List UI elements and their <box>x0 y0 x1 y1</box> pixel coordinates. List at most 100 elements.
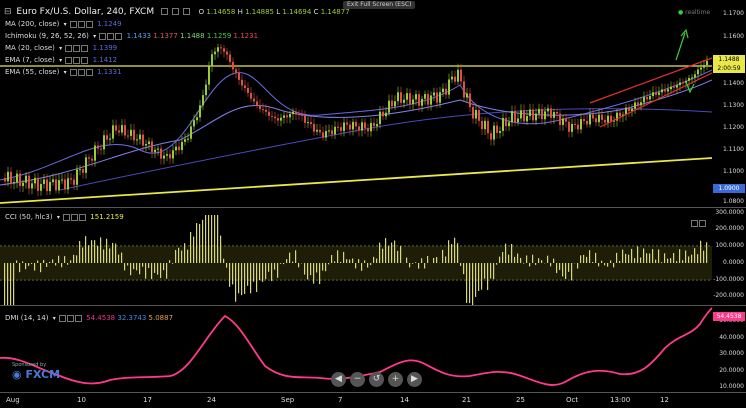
price-tick: 1.1300 <box>723 102 744 109</box>
indicator-hide-button[interactable] <box>66 314 74 322</box>
reset-chart-button[interactable]: ↺ <box>369 372 384 387</box>
cci-bar <box>619 261 621 263</box>
zoom-in-button[interactable]: + <box>388 372 403 387</box>
candle-body <box>178 146 180 151</box>
candle-body <box>451 76 453 80</box>
cci-bar <box>340 262 342 263</box>
dropdown-arrow-icon[interactable]: ▾ <box>63 21 67 28</box>
candle-body <box>73 179 75 185</box>
nav-next-button[interactable]: ▶ <box>407 372 422 387</box>
candle-body <box>211 54 213 67</box>
time-axis[interactable]: Aug 10 17 24 Sep 7 14 21 25 Oct 13:00 12 <box>0 393 712 408</box>
indicator-close-button[interactable] <box>79 213 87 221</box>
cci-bar <box>586 256 588 263</box>
dropdown-arrow-icon[interactable]: ▾ <box>52 315 56 322</box>
indicator-hide-button[interactable] <box>107 32 115 40</box>
candle-body <box>535 113 537 121</box>
nav-prev-button[interactable]: ◀ <box>331 372 346 387</box>
dmi-chart[interactable] <box>0 306 712 392</box>
price-panel[interactable]: ⊟ Euro Fx/U.S. Dollar, 240, FXCM O 1.146… <box>0 0 712 207</box>
candle-body <box>25 175 27 183</box>
candle-body <box>667 89 669 92</box>
indicator-hide-button[interactable] <box>77 68 85 76</box>
candle-body <box>262 109 264 111</box>
indicator-close-button[interactable] <box>81 56 89 64</box>
price-axis[interactable]: 1.1700 1.1600 1.1400 1.1300 1.1200 1.110… <box>712 0 746 207</box>
dmi-panel[interactable]: DMI (14, 14) ▾ 54.4538 32.3743 5.0887 Sp… <box>0 306 712 392</box>
candle-body <box>625 107 627 115</box>
indicator-close-button[interactable] <box>81 44 89 52</box>
candle-body <box>496 125 498 133</box>
indicator-hide-button[interactable] <box>71 213 79 221</box>
cci-tick: 100.0000 <box>715 242 744 249</box>
cci-axis[interactable]: 300.0000 200.0000 100.0000 0.0000 -100.0… <box>712 208 746 305</box>
candle-body <box>520 110 522 119</box>
title-hide-button[interactable] <box>171 8 179 15</box>
dmi-legend[interactable]: DMI (14, 14) ▾ 54.4538 32.3743 5.0887 <box>5 314 173 322</box>
dropdown-arrow-icon[interactable]: ▾ <box>59 45 63 52</box>
candle-body <box>706 60 708 65</box>
cci-bar <box>286 259 288 263</box>
support-trendline <box>0 157 712 204</box>
indicator-row-ema7[interactable]: EMA (7, close) ▾ 1.1412 <box>5 56 117 64</box>
indicator-hide-button[interactable] <box>77 20 85 28</box>
cci-bar <box>517 253 519 263</box>
time-label: 24 <box>207 396 216 404</box>
indicator-close-button[interactable] <box>74 314 82 322</box>
price-chart[interactable] <box>0 0 712 207</box>
indicator-row-ichimoku[interactable]: Ichimoku (9, 26, 52, 26) ▾ 1.1433 1.1377… <box>5 32 258 40</box>
dropdown-arrow-icon[interactable]: ▾ <box>93 33 97 40</box>
indicator-row-ema55[interactable]: EMA (55, close) ▾ 1.1331 <box>5 68 122 76</box>
indicator-row-ma20[interactable]: MA (20, close) ▾ 1.1399 <box>5 44 117 52</box>
dropdown-arrow-icon[interactable]: ▾ <box>59 57 63 64</box>
indicator-settings-button[interactable] <box>65 56 73 64</box>
indicator-hide-button[interactable] <box>73 56 81 64</box>
indicator-settings-button[interactable] <box>69 20 77 28</box>
zoom-out-button[interactable]: − <box>350 372 365 387</box>
candle-body <box>142 134 144 146</box>
pane-maximize-button[interactable] <box>691 220 698 227</box>
indicator-settings-button[interactable] <box>65 44 73 52</box>
cci-bar <box>220 235 222 263</box>
dmi-value-badge: 54.4538 <box>713 312 745 321</box>
candle-body <box>16 173 18 183</box>
candle-body <box>106 135 108 140</box>
candle-body <box>28 175 30 189</box>
indicator-settings-button[interactable] <box>69 68 77 76</box>
sponsor-brand-name: FXCM <box>25 368 61 381</box>
title-settings-button[interactable] <box>161 8 168 15</box>
cci-bar <box>541 260 543 263</box>
cci-chart[interactable] <box>0 208 712 305</box>
cci-bar <box>568 263 570 272</box>
indicator-close-button[interactable] <box>85 68 93 76</box>
candle-body <box>322 132 324 138</box>
candle-body <box>229 54 231 62</box>
indicator-close-button[interactable] <box>115 32 123 40</box>
cci-bar <box>475 263 477 297</box>
indicator-settings-button[interactable] <box>58 314 66 322</box>
sponsor-logo[interactable]: Sponsored by ◉ FXCM <box>12 362 72 381</box>
candle-body <box>517 118 519 123</box>
indicator-settings-button[interactable] <box>63 213 71 221</box>
pane-close-button[interactable] <box>699 220 706 227</box>
cci-bar <box>649 253 651 263</box>
candle-body <box>205 84 207 96</box>
cci-bar <box>46 263 48 267</box>
candle-body <box>70 178 72 180</box>
time-label: 13:00 <box>610 396 631 404</box>
candle-body <box>4 178 6 182</box>
indicator-settings-button[interactable] <box>99 32 107 40</box>
indicator-row-ma200[interactable]: MA (200, close) ▾ 1.1249 <box>5 20 122 28</box>
title-close-button[interactable] <box>182 8 190 15</box>
cci-bar <box>400 246 402 263</box>
cci-legend[interactable]: CCI (50, hlc3) ▾ 151.2159 <box>5 213 124 221</box>
exit-fullscreen-button[interactable]: Exit Full Screen (ESC) <box>343 1 416 9</box>
dropdown-arrow-icon[interactable]: ▾ <box>56 214 60 221</box>
indicator-hide-button[interactable] <box>73 44 81 52</box>
cci-bar <box>94 240 96 263</box>
indicator-close-button[interactable] <box>85 20 93 28</box>
cci-bar <box>601 260 603 263</box>
collapse-icon[interactable]: ⊟ <box>4 7 12 17</box>
cci-panel[interactable]: CCI (50, hlc3) ▾ 151.2159 <box>0 208 712 305</box>
dropdown-arrow-icon[interactable]: ▾ <box>63 69 67 76</box>
